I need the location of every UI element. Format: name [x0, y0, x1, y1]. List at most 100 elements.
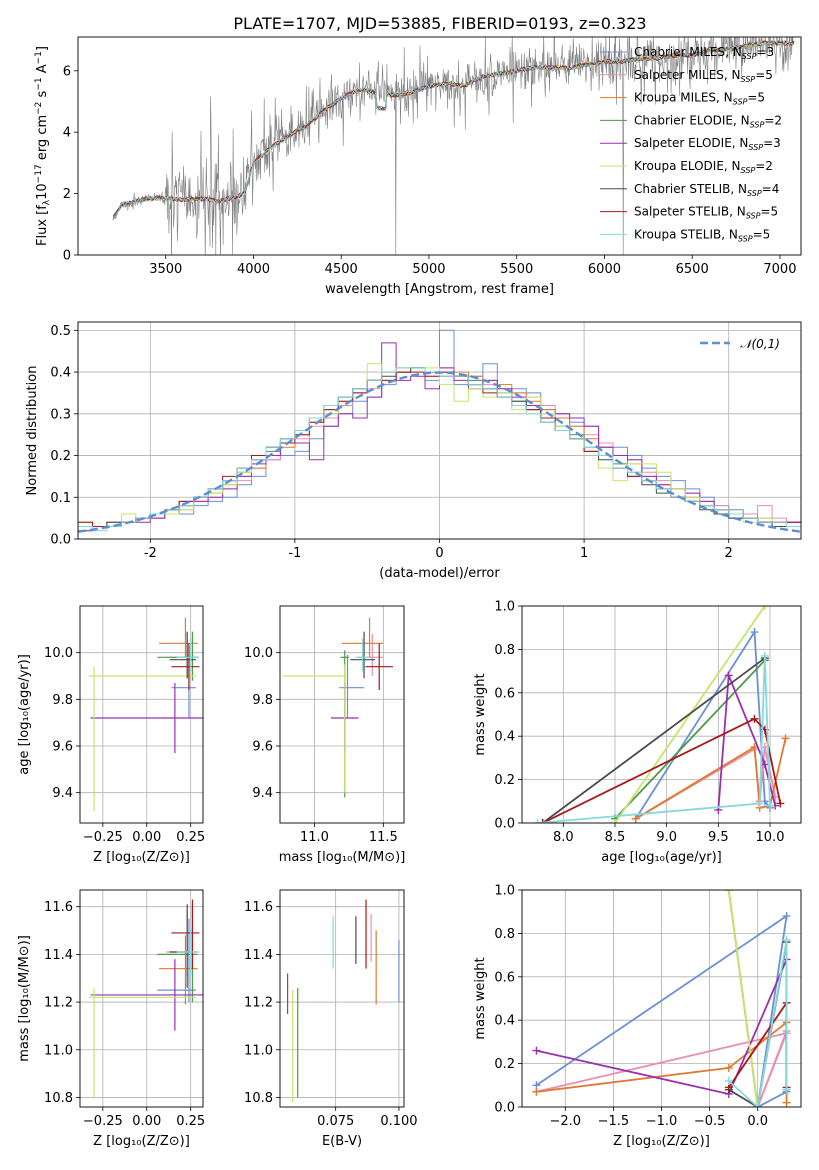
- y-tick-label: 0.1: [50, 491, 71, 506]
- errorbar-salpeter-elodie: [90, 959, 203, 1031]
- errorbar-chabrier-elodie: [157, 906, 198, 1003]
- y-tick-label: 9.8: [252, 693, 273, 708]
- errorbar-kroupa-elodie: [88, 987, 196, 1098]
- axes-frame: [79, 889, 204, 1108]
- weight-line: [728, 939, 788, 1107]
- y-tick-label: 11.6: [44, 900, 73, 915]
- weight-line: [537, 655, 771, 823]
- y-tick-label: 0.0: [50, 533, 71, 548]
- x-tick-label: 11.0: [300, 830, 329, 845]
- figure-title: PLATE=1707, MJD=53885, FIBERID=0193, z=0…: [233, 14, 646, 33]
- axes-frame: [279, 889, 405, 1108]
- weight-line: [542, 657, 766, 823]
- x-tick-label: 8.5: [605, 830, 626, 845]
- x-tick-label: 4000: [237, 262, 270, 277]
- axes-frame: [79, 605, 204, 824]
- y-tick-label: 10.8: [44, 1091, 73, 1106]
- errorbar-kroupa-elodie: [282, 664, 348, 793]
- y-tick-label: 2: [63, 187, 71, 202]
- weight-marker: [724, 1076, 733, 1085]
- x-tick-label: 0.00: [132, 830, 161, 845]
- weight-marker: [724, 890, 733, 894]
- x-tick-label: 0.0: [747, 1114, 768, 1129]
- model-line-salpeter-stelib: [112, 40, 795, 219]
- errorbar-kroupa-stelib: [176, 928, 200, 976]
- x-tick-label: 10.0: [756, 830, 785, 845]
- mass-vs-ebv-panel: 0.075 0.100 10.8 11.0 11.2 11.4 11.6 E(B-V): [244, 889, 418, 1149]
- weight-line: [536, 1030, 789, 1107]
- axes-frame: [279, 605, 405, 824]
- y-axis-label: mass weight: [473, 673, 488, 755]
- legend-label-chabrier-stelib: Chabrier STELIB, NSSP=4: [634, 182, 779, 198]
- errorbar-salpeter-stelib: [365, 643, 393, 690]
- weight-lines: [533, 606, 790, 823]
- x-tick-label: 6000: [588, 262, 621, 277]
- y-tick-label: 11.4: [44, 948, 73, 963]
- legend-label-normal: 𝒩(0,1): [740, 337, 780, 351]
- weight-vs-age-panel: 8.0 8.5 9.0 9.5 10.0 0.0 0.2 0.4 0.6 0.8 1.0 age [l…: [473, 600, 802, 865]
- axes-frame: [77, 36, 802, 256]
- x-tick-label: 0.00: [132, 1114, 161, 1129]
- x-tick-label: −1.0: [646, 1114, 678, 1129]
- y-tick-label: 10.8: [244, 1091, 273, 1106]
- x-tick-label: −0.5: [694, 1114, 726, 1129]
- weight-line: [634, 629, 771, 820]
- x-tick-label: 0.100: [380, 1114, 417, 1129]
- axes-frame: [521, 605, 802, 824]
- y-tick-label: 11.6: [244, 900, 273, 915]
- weight-marker: [760, 606, 769, 610]
- residuals-panel: -2 -1 0 1 2 0.0 0.1 0.2 0.3 0.4 0.5 (data-model)/er…: [25, 321, 802, 581]
- y-tick-label: 9.8: [52, 693, 73, 708]
- weight-series-chabrier-elodie: [611, 656, 769, 823]
- legend-label-chabrier-elodie: Chabrier ELODIE, NSSP=2: [634, 113, 782, 129]
- y-axis-label: age [log₁₀(age/yr)]: [17, 654, 32, 775]
- weight-marker: [538, 819, 547, 823]
- y-tick-label: 9.4: [52, 786, 73, 801]
- x-axis-label: mass [log₁₀(M/M⊙)]: [279, 850, 406, 865]
- age-vs-mass-panel: 11.0 11.5 9.4 9.6 9.8 10.0 mass [log₁₀(M/M⊙)]: [244, 605, 406, 865]
- y-tick-label: 0: [63, 249, 71, 264]
- errorbar-chabrier-elodie: [157, 631, 198, 681]
- spectrum-panel: 3500 4000 4500 5000 5500 6000 6500 7000 0 2 4 6 wave…: [34, 36, 802, 297]
- mass-vs-metallicity-panel: −0.25 0.00 0.25 10.8 11.0 11.2 11.4 11.6 Z [log₁…: [17, 889, 205, 1149]
- axes-frame: [77, 321, 802, 540]
- weight-marker: [766, 801, 774, 810]
- y-tick-label: 0.0: [494, 817, 515, 832]
- weight-marker: [532, 1046, 541, 1055]
- age-vs-metallicity-panel: −0.25 0.00 0.25 9.4 9.6 9.8 10.0 Z [log₁₀(Z/Z⊙)…: [17, 605, 205, 865]
- errorbar-salpeter-elodie: [90, 683, 203, 753]
- y-tick-label: 4: [63, 126, 71, 141]
- y-tick-label: 0.8: [494, 643, 515, 658]
- y-tick-label: 9.6: [252, 740, 273, 755]
- errorbars: [282, 617, 393, 798]
- y-tick-label: 0.8: [494, 927, 515, 942]
- x-tick-label: 5000: [412, 262, 445, 277]
- weight-marker: [724, 671, 733, 680]
- y-tick-label: 11.2: [44, 996, 73, 1011]
- errorbars: [88, 899, 203, 1098]
- x-axis-label: wavelength [Angstrom, rest frame]: [325, 282, 554, 297]
- y-axis-label: Normed distribution: [25, 366, 40, 496]
- errorbar-kroupa-stelib: [355, 638, 370, 672]
- x-tick-label: 2: [725, 546, 733, 561]
- x-tick-label: 3500: [149, 262, 182, 277]
- model-line-kroupa-stelib: [113, 40, 795, 218]
- y-tick-label: 0.2: [50, 449, 71, 464]
- weight-series-kroupa-stelib: [724, 935, 791, 1107]
- weight-marker: [760, 651, 769, 660]
- x-axis-label: Z [log₁₀(Z/Z⊙)]: [613, 1134, 710, 1149]
- normal-curve-line: [78, 371, 801, 533]
- y-tick-label: 0.6: [494, 970, 515, 985]
- y-tick-label: 0.3: [50, 407, 71, 422]
- weight-marker: [750, 628, 759, 637]
- y-tick-label: 11.4: [244, 948, 273, 963]
- x-tick-label: 8.0: [553, 830, 574, 845]
- errorbar-salpeter-stelib: [171, 643, 200, 690]
- x-tick-label: 0.25: [176, 830, 205, 845]
- y-tick-label: 0.6: [494, 686, 515, 701]
- legend-label-kroupa-elodie: Kroupa ELODIE, NSSP=2: [634, 159, 773, 175]
- residuals-legend: 𝒩(0,1): [700, 337, 780, 351]
- x-tick-label: −0.25: [83, 830, 123, 845]
- weight-marker: [753, 1103, 762, 1107]
- x-tick-label: 6500: [676, 262, 709, 277]
